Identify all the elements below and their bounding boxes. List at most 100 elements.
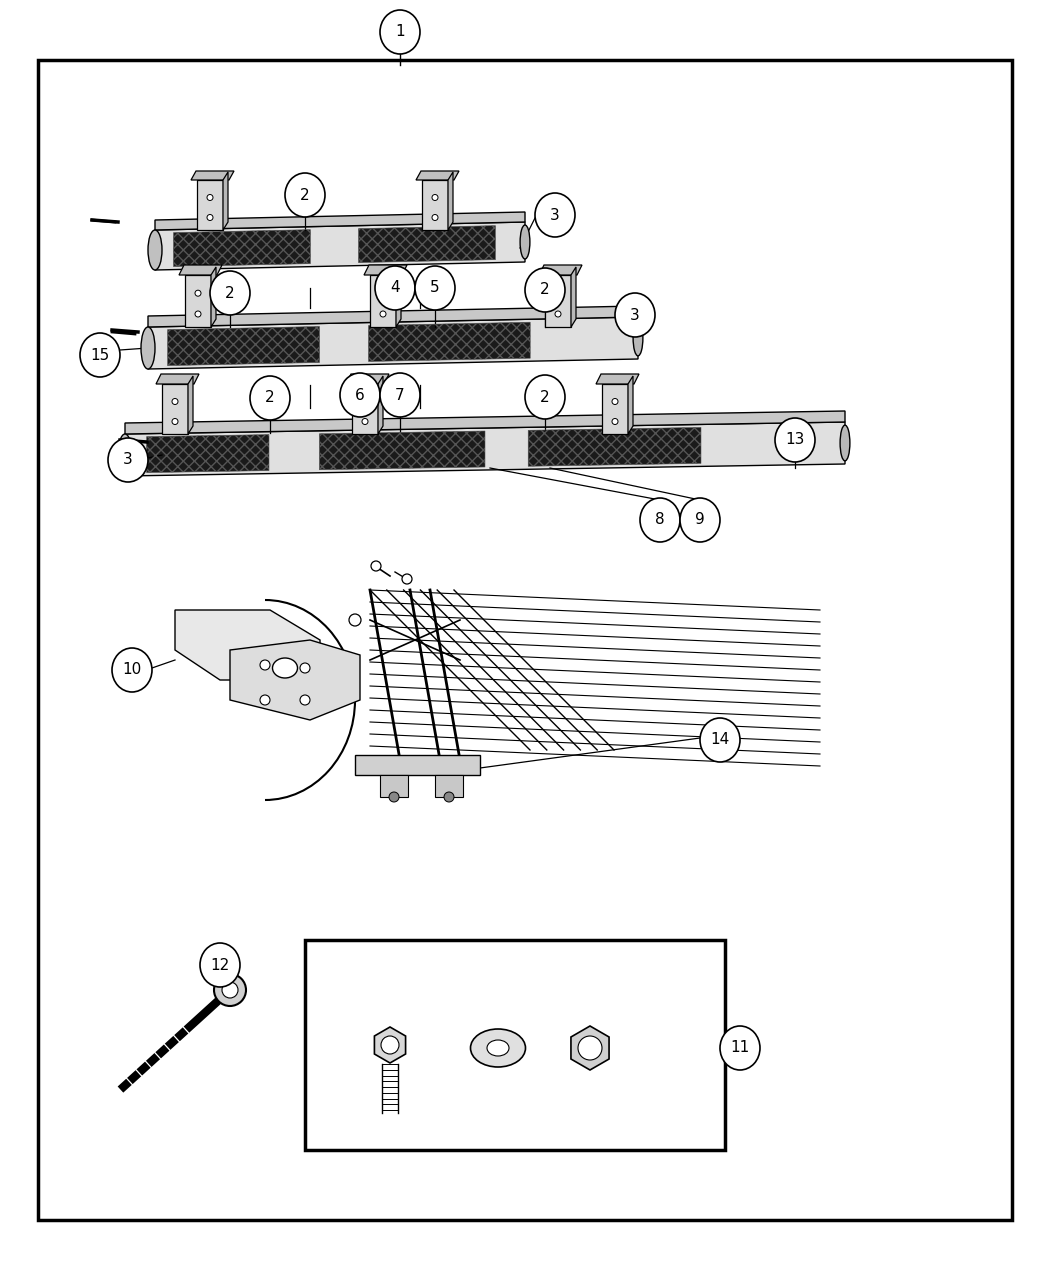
Polygon shape (125, 422, 845, 476)
Polygon shape (197, 180, 223, 230)
Circle shape (260, 660, 270, 669)
Polygon shape (191, 171, 234, 180)
Polygon shape (168, 326, 319, 366)
Polygon shape (178, 265, 222, 275)
Polygon shape (230, 640, 360, 720)
Polygon shape (352, 384, 378, 434)
Polygon shape (571, 266, 576, 326)
Text: 5: 5 (430, 280, 440, 296)
Polygon shape (539, 265, 582, 275)
Ellipse shape (80, 333, 120, 377)
Polygon shape (156, 374, 200, 384)
Ellipse shape (840, 425, 849, 460)
Circle shape (195, 291, 201, 296)
Text: 11: 11 (731, 1040, 750, 1056)
Circle shape (388, 792, 399, 802)
Circle shape (371, 561, 381, 571)
Circle shape (300, 663, 310, 673)
Text: 12: 12 (210, 958, 230, 973)
Polygon shape (173, 230, 311, 266)
Polygon shape (396, 266, 401, 326)
Polygon shape (148, 306, 638, 326)
Polygon shape (358, 226, 496, 263)
Bar (380, 775, 408, 797)
Polygon shape (346, 374, 388, 384)
Ellipse shape (415, 266, 455, 310)
Circle shape (207, 195, 213, 200)
Ellipse shape (525, 268, 565, 312)
Polygon shape (125, 411, 845, 434)
Ellipse shape (700, 718, 740, 762)
Polygon shape (596, 374, 639, 384)
Polygon shape (528, 427, 701, 467)
Ellipse shape (200, 944, 240, 987)
Ellipse shape (487, 1040, 509, 1056)
Ellipse shape (375, 266, 415, 310)
Bar (435, 775, 463, 797)
Ellipse shape (141, 326, 155, 368)
Ellipse shape (210, 272, 250, 315)
Text: 8: 8 (655, 513, 665, 528)
Text: 6: 6 (355, 388, 365, 403)
Ellipse shape (108, 439, 148, 482)
Circle shape (612, 418, 618, 425)
Ellipse shape (680, 499, 720, 542)
Text: 1: 1 (395, 24, 405, 40)
Ellipse shape (273, 658, 297, 678)
Ellipse shape (520, 224, 530, 259)
Circle shape (260, 695, 270, 705)
Polygon shape (422, 180, 448, 230)
Circle shape (300, 695, 310, 705)
Text: 4: 4 (391, 280, 400, 296)
Text: 15: 15 (90, 348, 109, 362)
Polygon shape (319, 431, 485, 469)
Circle shape (195, 311, 201, 317)
Circle shape (402, 574, 412, 584)
Text: 9: 9 (695, 513, 705, 528)
Polygon shape (369, 323, 530, 362)
Text: 2: 2 (266, 390, 275, 405)
Polygon shape (155, 212, 525, 230)
Circle shape (349, 615, 361, 626)
Circle shape (172, 399, 179, 404)
Ellipse shape (470, 1029, 525, 1067)
Polygon shape (155, 222, 525, 270)
Ellipse shape (118, 434, 132, 476)
Ellipse shape (340, 374, 380, 417)
Ellipse shape (640, 499, 680, 542)
Polygon shape (223, 172, 228, 229)
Circle shape (207, 214, 213, 221)
Ellipse shape (380, 10, 420, 54)
Ellipse shape (633, 320, 643, 356)
Circle shape (222, 982, 238, 998)
Polygon shape (162, 384, 188, 434)
Polygon shape (628, 376, 633, 434)
Polygon shape (602, 384, 628, 434)
Polygon shape (416, 171, 459, 180)
Text: 13: 13 (785, 432, 804, 448)
Text: 2: 2 (540, 283, 550, 297)
Polygon shape (148, 317, 638, 368)
Ellipse shape (720, 1026, 760, 1070)
Text: 2: 2 (300, 187, 310, 203)
Text: 2: 2 (225, 286, 235, 301)
Circle shape (432, 195, 438, 200)
Polygon shape (147, 435, 269, 473)
Ellipse shape (615, 293, 655, 337)
Circle shape (444, 792, 454, 802)
Circle shape (380, 291, 386, 296)
Text: 3: 3 (550, 208, 560, 223)
Circle shape (555, 311, 561, 317)
Ellipse shape (148, 230, 162, 270)
Ellipse shape (380, 374, 420, 417)
Circle shape (555, 291, 561, 296)
Text: 2: 2 (540, 389, 550, 404)
Polygon shape (378, 376, 383, 434)
Polygon shape (175, 609, 320, 680)
Circle shape (172, 418, 179, 425)
Polygon shape (185, 275, 211, 326)
Polygon shape (375, 1026, 405, 1063)
Circle shape (214, 974, 246, 1006)
Ellipse shape (250, 376, 290, 419)
Ellipse shape (112, 648, 152, 692)
